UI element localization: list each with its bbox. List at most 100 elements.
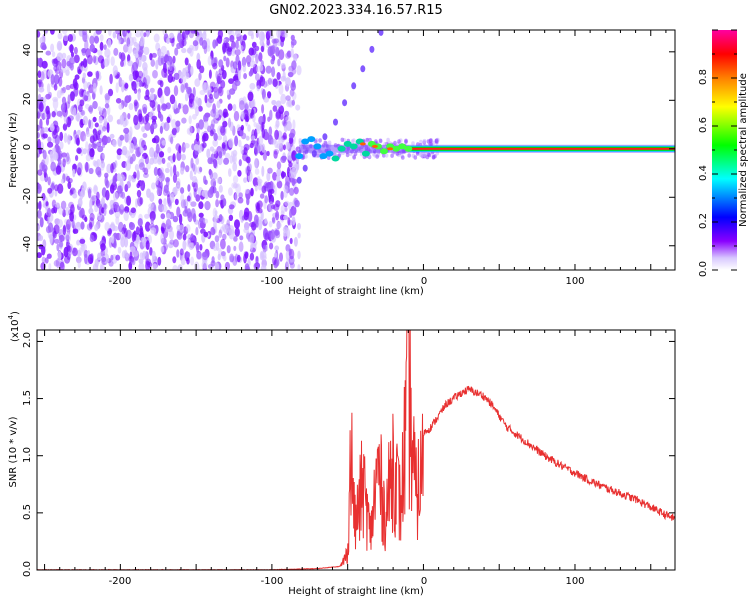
- spectrogram-noise-blob: [53, 152, 59, 161]
- spectrogram-noise-blob: [189, 125, 195, 134]
- spectrogram-transition-blob: [326, 155, 331, 160]
- spectrogram-noise-blob: [233, 110, 240, 122]
- spectrogram-noise-blob: [104, 221, 110, 232]
- spectrogram-noise-blob: [267, 91, 272, 99]
- spectrogram-noise-blob: [239, 100, 245, 111]
- spectrogram-noise-blob: [297, 264, 301, 270]
- spectrogram-noise-blob: [178, 145, 182, 154]
- spectrogram-noise-blob: [188, 93, 195, 104]
- spectrogram-noise-blob: [172, 256, 177, 264]
- spectrogram-noise-blob: [231, 182, 238, 189]
- spectrogram-noise-blob: [216, 135, 223, 141]
- spectrogram-noise-blob: [56, 110, 63, 117]
- spectrogram-noise-blob: [79, 190, 84, 200]
- spectrogram-noise-blob: [160, 233, 164, 244]
- spectrogram-noise-blob: [89, 35, 95, 45]
- spectrogram-noise-blob: [93, 184, 98, 195]
- spectrogram-noise-blob: [149, 87, 155, 94]
- spectrogram-noise-blob: [65, 84, 71, 91]
- spectrogram-noise-blob: [37, 252, 42, 259]
- spectrogram-noise-blob: [163, 242, 168, 251]
- spectrogram-noise-blob: [287, 71, 294, 78]
- spectrogram-noise-blob: [280, 190, 284, 201]
- spectrogram-noise-blob: [185, 72, 190, 80]
- spectrogram-noise-blob: [65, 219, 71, 231]
- spectrogram-noise-blob: [256, 30, 260, 34]
- spectrogram-noise-blob: [151, 121, 158, 130]
- spectrogram-noise-blob: [147, 261, 153, 268]
- spectrogram-noise-blob: [283, 215, 288, 221]
- spectrogram-noise-blob: [106, 163, 112, 174]
- spectrogram-transition-blob: [422, 152, 426, 158]
- spectrogram-noise-blob: [152, 157, 158, 164]
- spectrogram-noise-blob: [108, 30, 112, 37]
- spectrogram-noise-blob: [261, 121, 265, 130]
- spectrogram-noise-blob: [42, 96, 47, 103]
- spectrogram-noise-blob: [192, 44, 199, 52]
- spectrogram-noise-blob: [243, 227, 250, 234]
- top-y-axis-label: Frequency (Hz): [8, 112, 19, 188]
- spectrogram-noise-blob: [234, 79, 241, 87]
- spectrogram-noise-blob: [175, 120, 181, 127]
- spectrogram-noise-blob: [66, 175, 70, 182]
- spectrogram-noise-blob: [263, 96, 270, 103]
- spectrogram-noise-blob: [195, 241, 200, 251]
- spectrogram-noise-blob: [142, 107, 147, 114]
- spectrogram-noise-blob: [257, 216, 263, 225]
- spectrogram-noise-blob: [259, 193, 265, 199]
- spectrogram-noise-blob: [280, 62, 286, 69]
- spectrogram-noise-blob: [41, 245, 46, 256]
- spectrogram-noise-blob: [97, 49, 103, 56]
- spectrogram-noise-blob: [155, 60, 159, 70]
- spectrogram-noise-blob: [155, 42, 161, 52]
- spectrogram-noise-blob: [139, 180, 144, 190]
- spectrogram-transition-blob: [407, 153, 412, 158]
- top-ytick-label: 0: [22, 144, 33, 150]
- spectrogram-noise-blob: [143, 67, 148, 78]
- spectrogram-noise-blob: [137, 109, 142, 120]
- spectrogram-noise-blob: [198, 201, 204, 210]
- spectrogram-noise-blob: [186, 86, 192, 95]
- spectrogram-noise-blob: [229, 225, 235, 235]
- spectrogram-noise-blob: [59, 131, 64, 142]
- spectrogram-noise-blob: [180, 187, 185, 194]
- spectrogram-noise-blob: [285, 250, 290, 261]
- spectrogram-noise-blob: [195, 227, 199, 236]
- spectrogram-transition-blob: [422, 138, 427, 144]
- spectrogram-noise-blob: [184, 142, 190, 149]
- spectrogram-noise-blob: [73, 54, 80, 64]
- spectrogram-noise-blob: [143, 55, 147, 62]
- spectrogram-chirp-blob: [360, 65, 366, 73]
- spectrogram-noise-blob: [80, 110, 86, 116]
- spectrogram-noise-blob: [76, 129, 81, 136]
- spectrogram-noise-blob: [186, 257, 190, 265]
- spectrogram-noise-blob: [294, 199, 300, 208]
- spectrogram-noise-blob: [80, 243, 87, 251]
- spectrogram-noise-blob: [128, 261, 133, 270]
- spectrogram-noise-blob: [268, 126, 273, 137]
- spectrogram-noise-blob: [169, 166, 173, 177]
- spectrogram-noise-blob: [76, 112, 80, 122]
- spectrogram-noise-blob: [127, 113, 131, 120]
- spectrogram-noise-blob: [87, 188, 92, 199]
- spectrogram-noise-blob: [199, 166, 203, 173]
- spectrogram-noise-blob: [247, 124, 251, 132]
- spectrogram-noise-blob: [72, 107, 77, 117]
- spectrogram-noise-blob: [261, 128, 265, 139]
- spectrogram-noise-blob: [116, 148, 123, 156]
- spectrogram-noise-blob: [234, 49, 241, 56]
- spectrogram-noise-blob: [275, 109, 282, 119]
- spectrogram-noise-blob: [234, 30, 242, 37]
- spectrogram-noise-blob: [285, 77, 291, 87]
- spectrogram-noise-blob: [65, 69, 70, 76]
- spectrogram-transition-blob: [323, 140, 328, 145]
- spectrogram-noise-blob: [165, 176, 171, 183]
- spectrogram-noise-blob: [209, 186, 214, 195]
- spectrogram-noise-blob: [103, 44, 107, 51]
- spectrogram-noise-blob: [267, 167, 273, 174]
- spectrogram-noise-blob: [97, 55, 105, 64]
- spectrogram-noise-blob: [181, 117, 187, 124]
- spectrogram-noise-blob: [150, 218, 154, 224]
- spectrogram-noise-blob: [210, 226, 216, 236]
- spectrogram-noise-blob: [96, 191, 100, 200]
